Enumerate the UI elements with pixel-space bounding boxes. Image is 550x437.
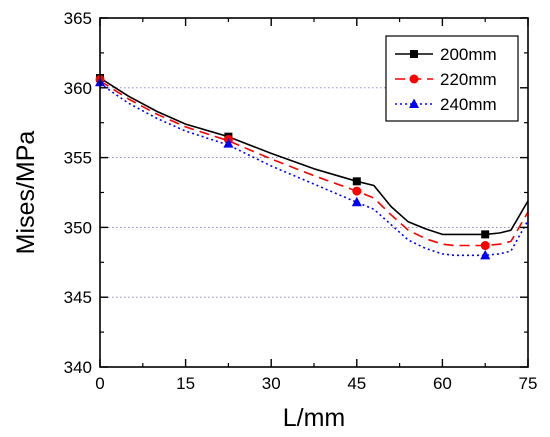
x-tick-label: 75 [519, 374, 538, 393]
legend: 200mm 220mm 240mm [385, 35, 519, 122]
plot-series [95, 74, 529, 260]
x-tick-label: 60 [433, 374, 452, 393]
x-tick-label: 15 [176, 374, 195, 393]
data-point [351, 196, 362, 207]
data-point [481, 230, 490, 239]
legend-marker [409, 74, 419, 84]
y-tick-label: 360 [64, 79, 92, 98]
tick-labels: 0 15 30 45 60 75 340 345 350 355 360 365 [64, 9, 538, 393]
series-line [99, 82, 529, 257]
legend-label: 200mm [440, 45, 497, 64]
data-point [352, 186, 362, 196]
legend-marker [409, 98, 419, 108]
x-tick-label: 0 [95, 374, 104, 393]
y-tick-label: 355 [64, 149, 92, 168]
data-point [352, 177, 361, 186]
axis-ticks [99, 17, 529, 368]
x-axis-title: L/mm [283, 404, 346, 432]
legend-entry: 240mm [395, 95, 497, 114]
legend-entry: 220mm [395, 70, 497, 89]
legend-label: 240mm [440, 95, 497, 114]
x-tick-label: 45 [347, 374, 366, 393]
data-point [223, 138, 234, 148]
legend-entry: 200mm [395, 45, 497, 64]
legend-marker [410, 50, 418, 58]
data-point [480, 241, 490, 251]
y-tick-label: 365 [64, 9, 92, 28]
x-tick-label: 30 [262, 374, 281, 393]
data-point [480, 249, 491, 260]
y-axis-title: Mises/MPa [12, 131, 40, 255]
y-tick-label: 350 [64, 218, 92, 237]
legend-box [385, 35, 519, 122]
legend-items: 200mm 220mm 240mm [395, 45, 497, 114]
series-220mm [95, 74, 529, 251]
y-tick-label: 345 [64, 288, 92, 307]
y-tick-label: 340 [64, 358, 92, 377]
legend-label: 220mm [440, 70, 497, 89]
